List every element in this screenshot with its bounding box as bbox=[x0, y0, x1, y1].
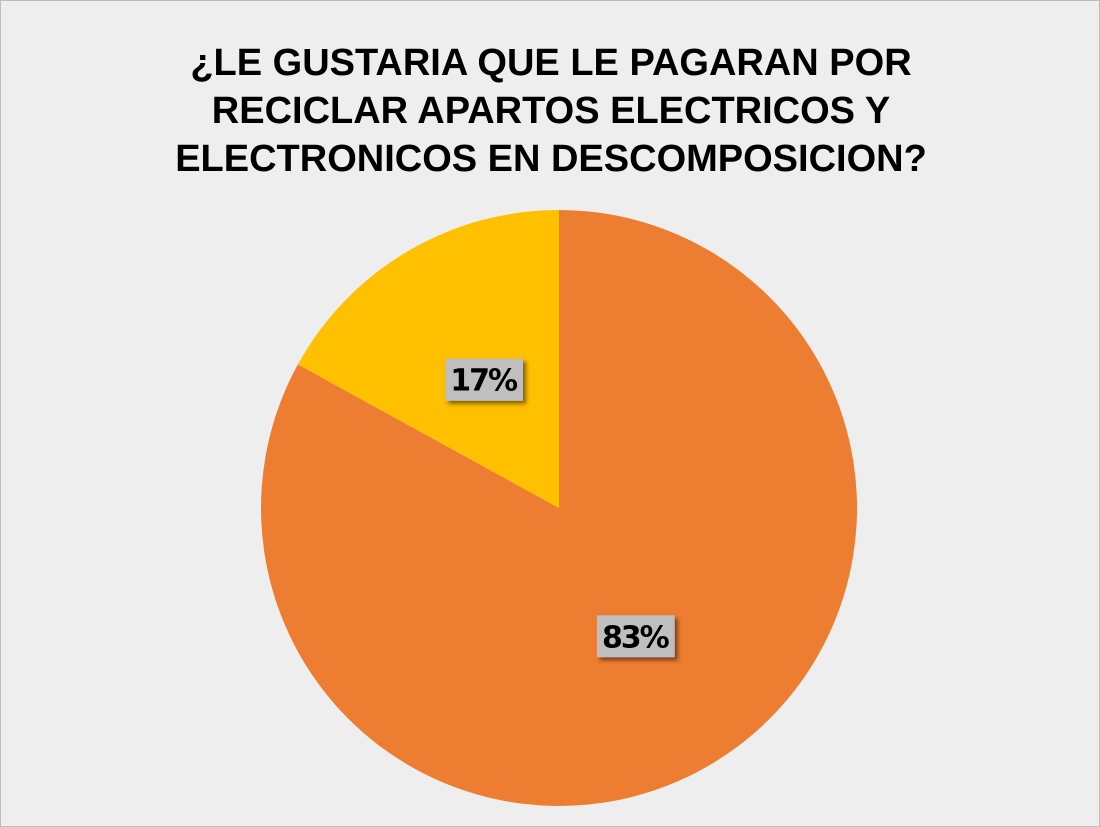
data-label: 83% bbox=[596, 615, 675, 658]
pie-slice bbox=[297, 210, 559, 508]
data-label-box bbox=[596, 615, 675, 658]
data-label-text: 83% bbox=[602, 620, 670, 655]
pie-slice bbox=[261, 210, 858, 807]
data-label-box bbox=[445, 358, 523, 401]
data-label-text: 17% bbox=[450, 364, 518, 399]
chart-title: ¿LE GUSTARIA QUE LE PAGARAN POR RECICLAR… bbox=[175, 42, 927, 180]
data-label: 17% bbox=[445, 358, 523, 401]
